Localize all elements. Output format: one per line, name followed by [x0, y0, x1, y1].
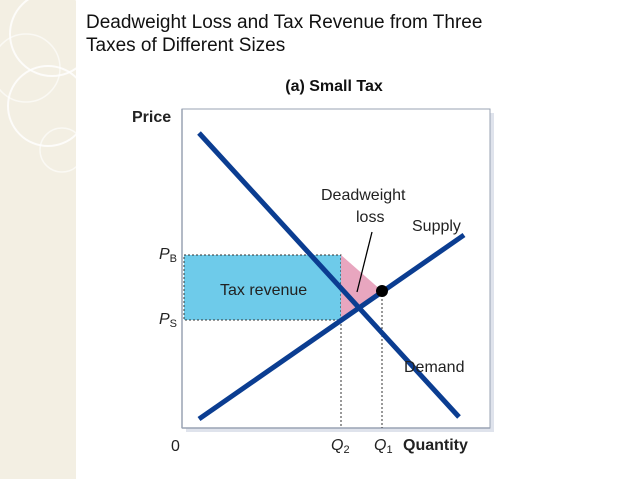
decorative-sidebar — [0, 0, 76, 479]
deadweight-loss-label-line-2: loss — [356, 209, 385, 226]
deadweight-loss-label-line-1: Deadweight — [321, 187, 406, 204]
equilibrium-point — [376, 285, 388, 297]
demand-curve — [197, 131, 461, 419]
ps-label: PS — [159, 311, 178, 330]
slide-title-line-2: Taxes of Different Sizes — [86, 35, 286, 56]
pb-label: PB — [159, 246, 178, 265]
tax-revenue-label: Tax revenue — [220, 282, 308, 299]
origin-label: 0 — [171, 438, 180, 455]
demand-label: Demand — [404, 359, 465, 376]
q1-label: Q1 — [374, 437, 393, 456]
slide-title: Deadweight Loss and Tax Revenue from Thr… — [86, 11, 482, 57]
deadweight-pointer-line — [356, 231, 373, 293]
quantity-axis-label: Quantity — [403, 437, 468, 454]
supply-label: Supply — [412, 218, 461, 235]
slide-title-line-1: Deadweight Loss and Tax Revenue from Thr… — [86, 12, 483, 33]
decorative-swirl-graphic — [0, 0, 76, 173]
q2-label: Q2 — [331, 437, 350, 456]
diagram-subtitle: (a) Small Tax — [285, 78, 383, 95]
deadweight-loss-triangle — [341, 255, 382, 320]
supply-curve — [197, 232, 466, 422]
tax-revenue-area — [183, 254, 342, 321]
price-axis-label: Price — [132, 109, 172, 126]
